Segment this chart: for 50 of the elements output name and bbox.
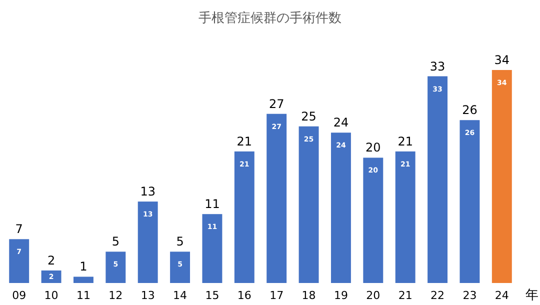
bar [428, 76, 448, 283]
annotation: 27 [268, 96, 284, 111]
bar [363, 158, 384, 283]
x-tick-label: 23 [462, 289, 477, 302]
x-tick-label: 16 [237, 289, 252, 302]
x-tick-label: 19 [334, 289, 348, 302]
x-tick-label: 17 [270, 289, 284, 302]
bar [298, 126, 319, 283]
chart-title: 手根管症候群の手術件数 [198, 11, 342, 26]
x-tick-label: 13 [140, 289, 155, 302]
annotation: 26 [462, 103, 478, 118]
bar [106, 252, 126, 283]
x-tick-label: 14 [173, 289, 188, 302]
x-tick-label: 10 [44, 289, 58, 302]
annotation: 25 [301, 109, 316, 124]
bar [492, 70, 512, 283]
x-tick-label: 11 [76, 289, 90, 302]
bar [460, 120, 480, 283]
annotation: 1 [80, 260, 88, 274]
annotation: 20 [366, 140, 381, 155]
x-tick-label: 18 [302, 289, 316, 302]
x-axis-title: 年 [526, 288, 538, 303]
bar [138, 202, 158, 283]
x-tick-label: 21 [398, 289, 412, 302]
annotation: 2 [47, 253, 56, 268]
x-tick-label: 20 [366, 289, 380, 302]
bar [202, 214, 222, 283]
bar [266, 114, 287, 283]
bar [41, 270, 62, 283]
bar [234, 151, 254, 283]
x-tick-label: 15 [205, 289, 220, 302]
bar [9, 239, 30, 283]
annotation: 24 [333, 116, 349, 130]
bar [170, 252, 190, 283]
x-tick-label: 09 [12, 289, 26, 302]
x-tick-label: 12 [108, 289, 123, 302]
annotation: 5 [176, 234, 184, 249]
bar [330, 132, 351, 283]
x-tick-label: 22 [430, 289, 445, 302]
x-tick-label: 24 [494, 289, 509, 302]
annotation: 21 [398, 134, 413, 148]
annotation: 5 [112, 234, 120, 249]
annotation: 33 [430, 59, 446, 74]
bar [395, 151, 416, 283]
annotation: 7 [15, 222, 23, 236]
bar [73, 276, 94, 283]
annotation: 11 [204, 197, 220, 212]
annotation: 21 [236, 134, 252, 148]
annotation: 13 [140, 184, 156, 199]
annotation: 34 [494, 53, 510, 67]
